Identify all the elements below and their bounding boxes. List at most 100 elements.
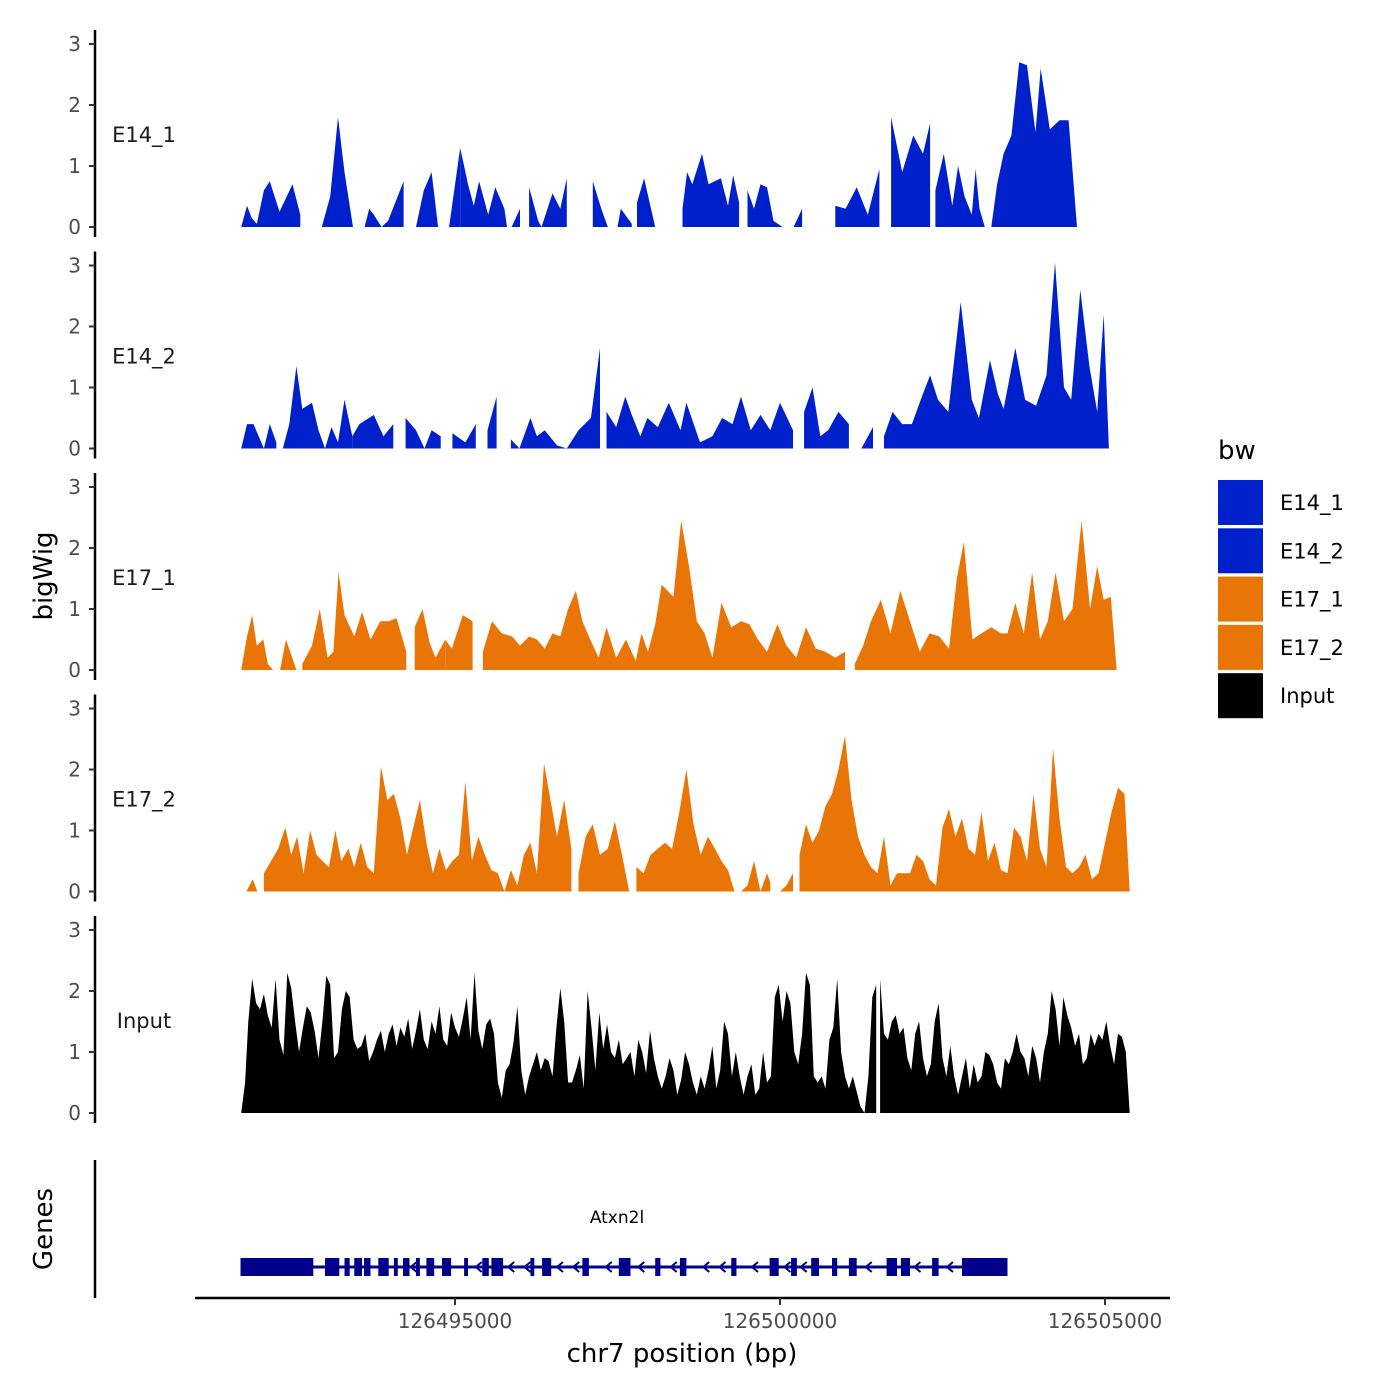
gene-exon [832, 1258, 838, 1276]
gene-exon [932, 1258, 939, 1276]
legend-swatch [1218, 624, 1263, 670]
coverage-area [861, 427, 873, 449]
coverage-area [578, 821, 630, 892]
legend-label: Input [1280, 684, 1334, 708]
coverage-area [246, 879, 258, 892]
strand-arrow [636, 1261, 645, 1273]
strand-arrow [571, 1261, 580, 1273]
gene-exon [962, 1258, 1008, 1276]
gene-exon [542, 1258, 552, 1276]
strand-arrow [945, 1261, 954, 1273]
y-tick-label: 1 [68, 819, 81, 843]
strand-arrow [701, 1261, 710, 1273]
strand-arrow [474, 1261, 483, 1273]
strand-arrow [409, 1261, 418, 1273]
y-tick-label: 3 [68, 697, 81, 721]
coverage-area [487, 396, 497, 449]
track-e14-2: 0 1 2 3 E14_2 [68, 251, 1135, 461]
legend-swatch [1218, 480, 1263, 525]
gene-exon [900, 1258, 910, 1276]
legend-swatch [1218, 673, 1263, 719]
coverage-area [728, 861, 771, 892]
coverage-area [282, 366, 353, 449]
coverage-area [263, 763, 572, 892]
coverage-area [510, 418, 557, 449]
coverage-area [321, 117, 353, 227]
coverage-area [799, 736, 1130, 892]
gene-exon [240, 1258, 280, 1276]
track-e17-2: 0 1 2 3 E17_2 [68, 694, 1130, 904]
coverage-area [935, 153, 985, 227]
coverage-area [680, 396, 741, 449]
gene-exon [679, 1258, 687, 1276]
y-tick-label: 3 [68, 918, 81, 942]
gene-exon [279, 1258, 314, 1276]
strand-arrow [522, 1261, 532, 1273]
track-label: E14_2 [112, 345, 176, 370]
coverage-area [460, 147, 520, 227]
track-label: E14_1 [112, 123, 176, 148]
y-tick-label: 1 [68, 1040, 81, 1064]
y-tick-label: 0 [68, 437, 81, 461]
x-tick-label: 126505000 [1048, 1309, 1163, 1333]
strand-arrow [506, 1261, 515, 1273]
coverage-area [241, 181, 301, 227]
legend-label: E17_2 [1280, 636, 1344, 661]
track-label: E17_2 [112, 788, 176, 813]
x-tick-label: 126500000 [723, 1309, 838, 1333]
track-e17-1: 0 1 2 3 E17_1 [68, 473, 1133, 682]
genes-panel: Genes Atxn2l [29, 1160, 1008, 1298]
x-axis-title: chr7 position (bp) [567, 1339, 798, 1369]
gene-exon [354, 1258, 363, 1276]
coverage-area [364, 181, 404, 227]
y-tick-label: 2 [68, 93, 81, 117]
gene-exon [731, 1258, 737, 1276]
strand-arrow [864, 1261, 873, 1273]
gene-exon [848, 1258, 857, 1276]
coverage-area [804, 387, 849, 449]
genes-panel-title: Genes [29, 1188, 59, 1270]
track-label: E17_1 [112, 566, 176, 591]
strand-arrow [782, 1261, 792, 1273]
track-e14-1: 0 1 2 3 E14_1 [68, 30, 1133, 239]
coverage-area [529, 178, 567, 227]
gene-exon [393, 1258, 398, 1276]
coverage-area [637, 178, 663, 227]
coverage-area [592, 181, 632, 227]
coverage-area [747, 184, 803, 227]
gene-exon [482, 1258, 489, 1276]
legend-label: E14_2 [1280, 539, 1344, 564]
y-tick-label: 3 [68, 475, 81, 499]
legend: bw E14_1 E14_2 E17_1 E17_2 Input [1218, 436, 1344, 719]
x-axis-ticks: 126495000 126500000 126505000 [398, 1298, 1163, 1333]
coverage-area [991, 62, 1133, 227]
coverage-area [884, 262, 1135, 449]
track-panels: 0 1 2 3 E14_1 0 1 2 3 E14_2 0 1 2 3 E17_1 0 1 2 3 E17_2 0 1 2 3… [68, 30, 1135, 1125]
gene-exon [655, 1258, 661, 1276]
y-tick-label: 0 [68, 215, 81, 239]
strand-arrow [912, 1261, 922, 1273]
coverage-area [949, 520, 1133, 670]
coverage-area [241, 615, 273, 670]
coverage-area [241, 972, 877, 1113]
gene-exon [464, 1258, 468, 1276]
y-tick-label: 3 [68, 32, 81, 56]
gene-exon [769, 1258, 779, 1276]
legend-label: E17_1 [1280, 588, 1344, 613]
gene-label: Atxn2l [590, 1208, 644, 1228]
coverage-area [482, 520, 689, 670]
gene-exon [530, 1258, 535, 1276]
coverage-area [773, 873, 793, 892]
x-tick-label: 126495000 [398, 1309, 513, 1333]
coverage-area [445, 615, 473, 670]
strand-arrow [750, 1261, 759, 1273]
y-tick-label: 1 [68, 376, 81, 400]
coverage-area [891, 117, 931, 227]
coverage-area [636, 769, 728, 892]
strand-arrow [555, 1261, 564, 1273]
coverage-area [302, 572, 407, 670]
legend-swatch [1218, 576, 1263, 622]
gene-exon [378, 1258, 389, 1276]
gene-exon [403, 1258, 410, 1276]
